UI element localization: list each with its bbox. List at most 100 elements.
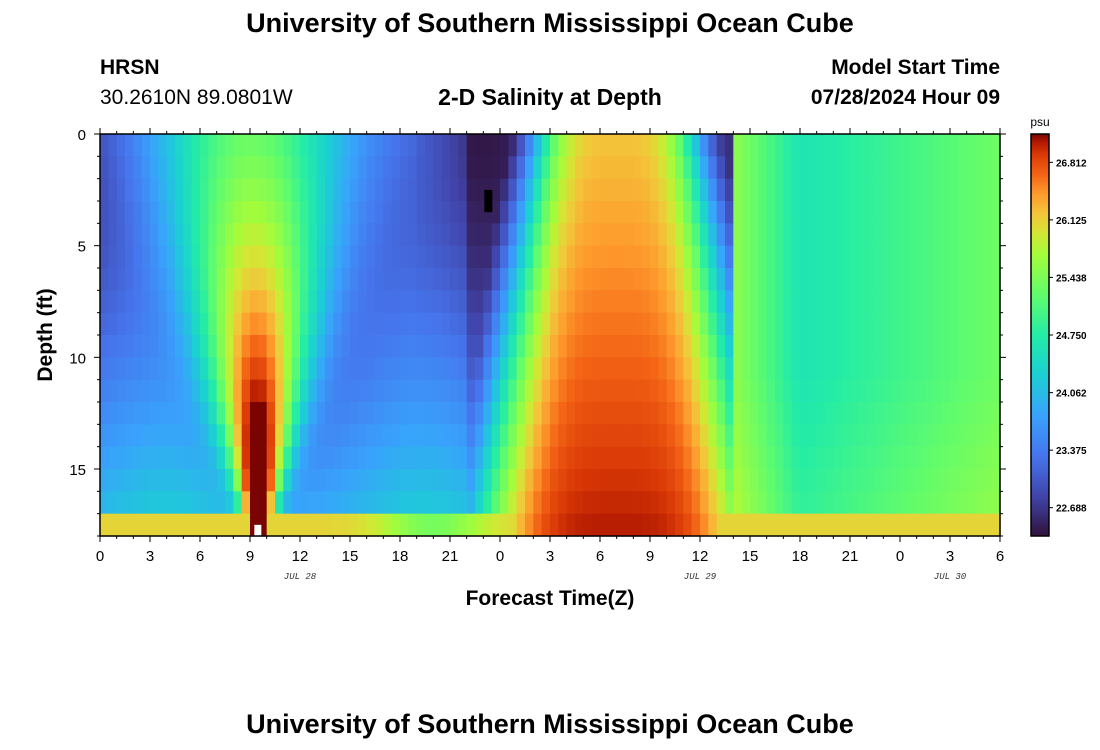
heatmap-cell [983,134,993,157]
heatmap-cell [308,134,318,157]
heatmap-cell [941,513,951,537]
heatmap-cell [691,491,701,515]
heatmap-cell [283,491,293,515]
heatmap-cell [800,156,809,180]
heatmap-cell [158,402,168,425]
heatmap-cell [950,379,959,403]
heatmap-cell [391,491,401,515]
heatmap-cell [400,491,409,515]
heatmap-cell [100,446,109,470]
heatmap-cell [733,424,743,448]
heatmap-cell [416,357,426,381]
heatmap-cell [716,379,726,403]
heatmap-cell [316,178,326,202]
heatmap-cell [383,156,393,180]
heatmap-cell [875,424,884,448]
heatmap-cell [375,513,384,537]
heatmap-cell [116,134,126,157]
heatmap-cell [450,469,459,492]
heatmap-cell [791,379,801,403]
heatmap-cell [150,491,159,515]
heatmap-cell [341,156,351,180]
heatmap-cell [591,469,601,492]
heatmap-cell [408,402,418,425]
heatmap-cell [541,357,551,381]
heatmap-cell [158,424,168,448]
heatmap-cell [866,469,876,492]
heatmap-cell [441,379,451,403]
heatmap-cell [683,446,693,470]
heatmap-cell [841,357,851,381]
heatmap-cell [266,268,276,291]
heatmap-cell [650,469,659,492]
heatmap-cell [841,245,851,269]
heatmap-cell [275,491,284,515]
colorbar-tick-label: 22.688 [1056,504,1087,515]
heatmap-cell [950,134,959,157]
heatmap-cell [983,223,993,247]
heatmap-cell [766,178,776,202]
heatmap-cell [666,446,676,470]
heatmap-cell [958,268,968,291]
heatmap-cell [950,424,959,448]
heatmap-cell [166,424,176,448]
heatmap-cell [325,335,334,358]
heatmap-cell [383,268,393,291]
heatmap-cell [908,290,918,314]
heatmap-cell [291,513,301,537]
heatmap-cell [991,268,1001,291]
heatmap-cell [958,379,968,403]
heatmap-cell [175,290,184,314]
heatmap-cell [233,268,243,291]
heatmap-cell [966,469,976,492]
heatmap-cell [875,245,884,269]
heatmap-cell [816,335,826,358]
heatmap-cell [550,245,559,269]
heatmap-cell [733,268,743,291]
heatmap-cell [366,446,376,470]
heatmap-cell [350,268,359,291]
x-tick-label: 3 [146,548,154,565]
heatmap-cell [441,446,451,470]
heatmap-cell [225,469,234,492]
heatmap-cell [383,335,393,358]
heatmap-cell [816,223,826,247]
heatmap-cell [116,268,126,291]
heatmap-cell [308,156,318,180]
heatmap-cell [533,513,543,537]
heatmap-cell [691,379,701,403]
heatmap-cell [508,446,518,470]
heatmap-cell [308,469,318,492]
heatmap-cell [908,312,918,336]
heatmap-cell [391,268,401,291]
heatmap-cell [491,223,501,247]
heatmap-cell [850,134,859,157]
heatmap-cell [925,290,934,314]
heatmap-cell [441,424,451,448]
heatmap-cell [733,357,743,381]
heatmap-cell [816,156,826,180]
heatmap-cell [458,491,468,515]
heatmap-cell [350,178,359,202]
heatmap-cell [100,245,109,269]
heatmap-cell [608,223,618,247]
heatmap-cell [200,312,209,336]
heatmap-cell [825,245,834,269]
x-tick-label: 0 [496,548,504,565]
heatmap-cell [858,491,868,515]
heatmap-cell [633,491,643,515]
heatmap-cell [900,446,909,470]
heatmap-cell [100,223,109,247]
heatmap-cell [225,446,234,470]
heatmap-cell [850,201,859,224]
heatmap-cell [966,290,976,314]
heatmap-cell [725,402,734,425]
heatmap-cell [166,491,176,515]
heatmap-cell [883,245,893,269]
heatmap-cell [400,424,409,448]
heatmap-cell [475,134,484,157]
heatmap-cell [433,312,443,336]
heatmap-cell [150,178,159,202]
heatmap-cell [883,446,893,470]
heatmap-cell [691,335,701,358]
